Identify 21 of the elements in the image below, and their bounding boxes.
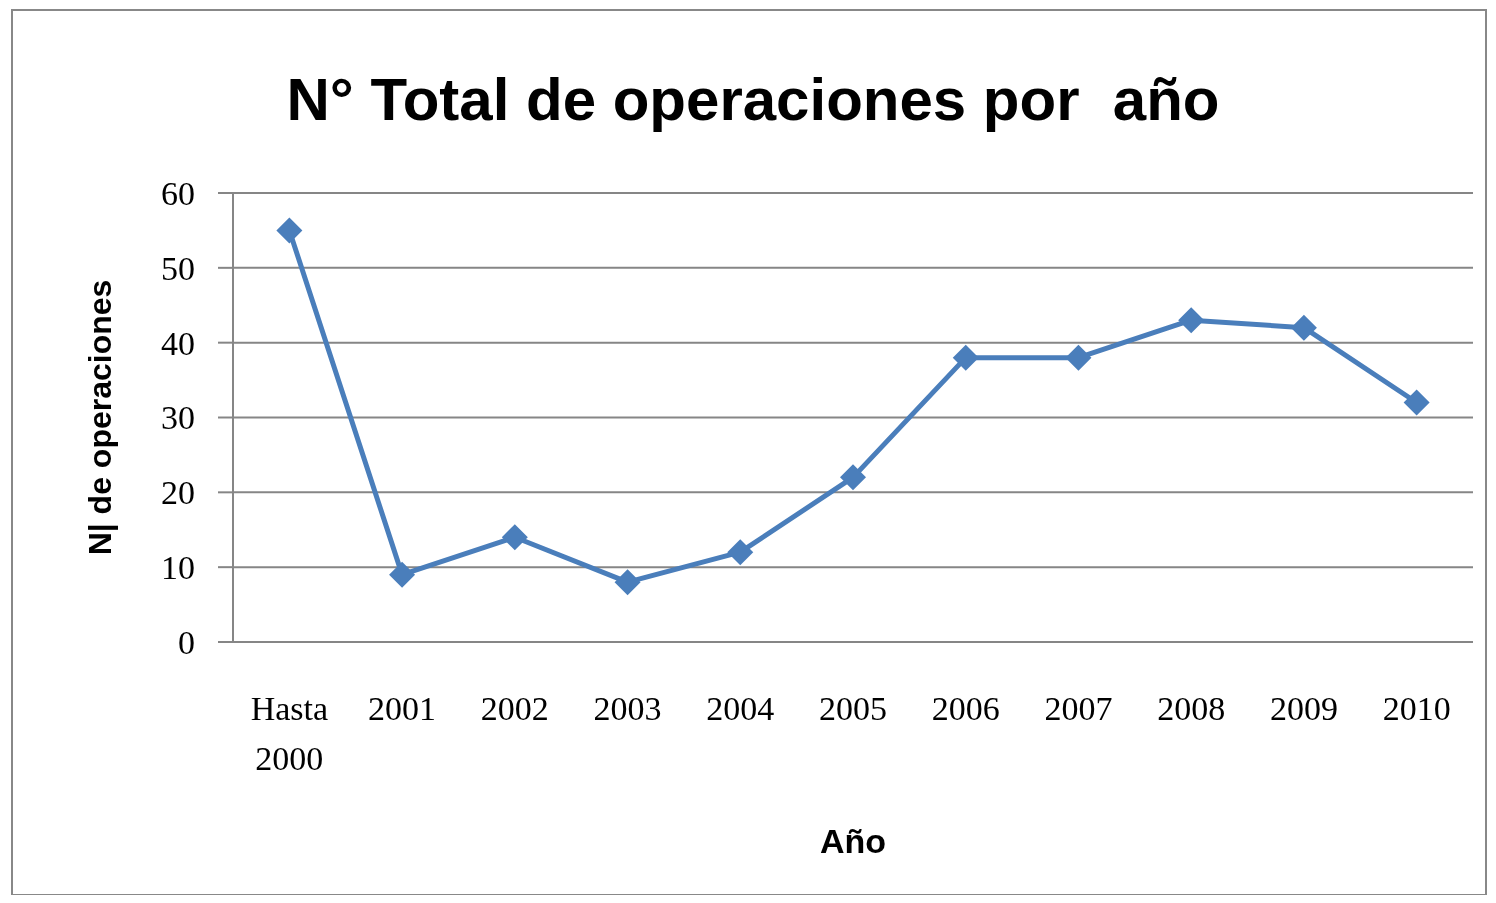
y-tick-label: 20: [161, 474, 195, 512]
x-tick-label: 2001: [368, 690, 437, 727]
y-tick-label: 30: [161, 399, 195, 437]
y-axis-title: N| de operaciones: [82, 279, 118, 556]
y-tick-label: 40: [161, 324, 195, 362]
x-tick-label: 2008: [1157, 690, 1226, 727]
x-tick-label: 2006: [931, 690, 1000, 727]
x-tick-label: 2005: [819, 690, 887, 727]
x-tick-label: 2004: [706, 690, 775, 727]
x-tick-label: Hasta 2000: [250, 690, 329, 777]
x-tick-label: 2002: [480, 690, 549, 727]
y-tick-label: 10: [161, 549, 195, 587]
x-tick-label: 2003: [593, 690, 662, 727]
x-tick-label: 2007: [1044, 690, 1113, 727]
x-axis-title: Año: [819, 822, 887, 860]
chart-title: N° Total de operaciones por año: [286, 66, 1220, 133]
y-tick-label: 0: [178, 623, 195, 661]
y-tick-label: 60: [161, 174, 195, 212]
x-tick-label: 2009: [1269, 690, 1338, 727]
y-tick-label: 50: [161, 249, 195, 287]
x-tick-label: 2010: [1382, 690, 1451, 727]
